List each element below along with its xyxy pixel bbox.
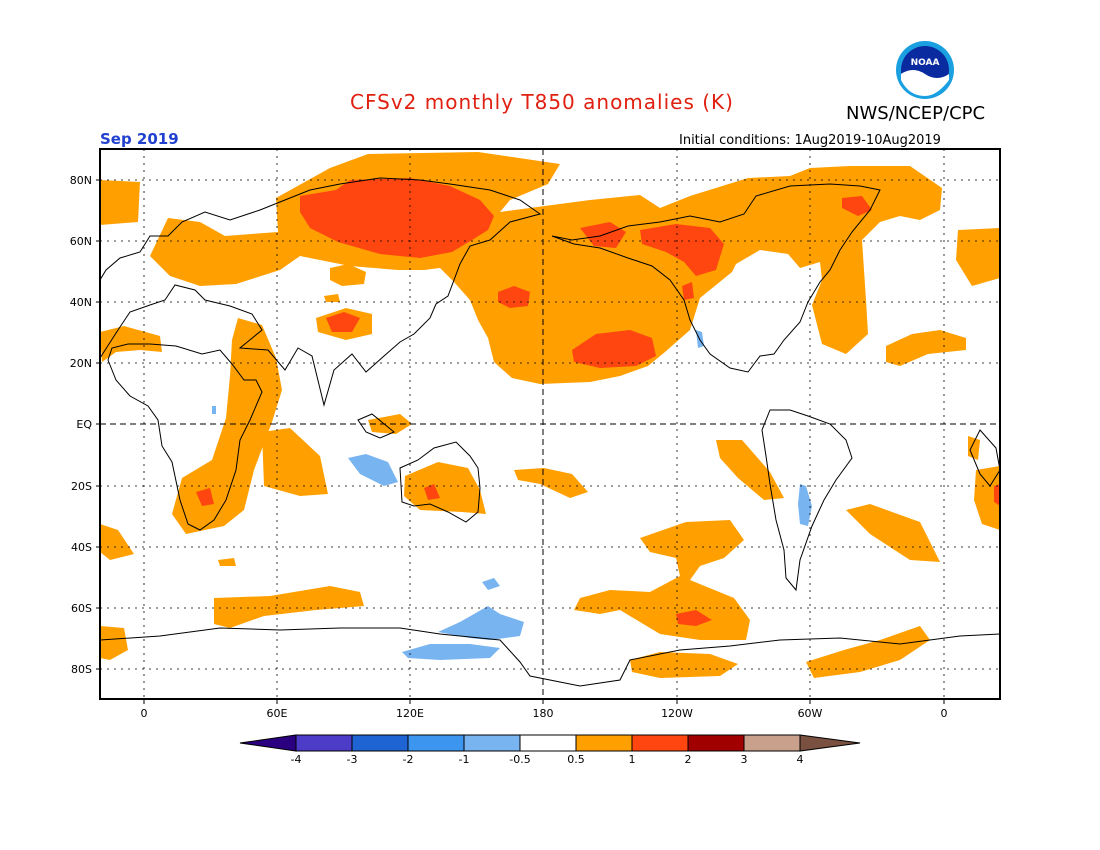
valid-month: Sep 2019 — [100, 130, 179, 148]
colorbar-swatch — [463, 734, 521, 752]
colorbar-labels: -4 -3 -2 -1 -0.5 0.5 1 2 3 4 — [291, 753, 804, 766]
lat-label: 60N — [70, 235, 92, 248]
colorbar-label: 4 — [797, 753, 804, 766]
colorbar-swatch — [295, 734, 353, 752]
colorbar-label: -0.5 — [509, 753, 530, 766]
lat-ticks — [96, 179, 100, 670]
colorbar-label: 0.5 — [567, 753, 585, 766]
lon-label: 120W — [661, 707, 693, 720]
lon-labels: 0 60E 120E 180 120W 60W 0 — [141, 707, 948, 720]
colorbar-label: -2 — [403, 753, 414, 766]
colorbar-swatch — [743, 734, 801, 752]
lon-label: 180 — [533, 707, 554, 720]
colorbar-swatch — [407, 734, 465, 752]
map-title: CFSv2 monthly T850 anomalies (K) — [350, 90, 734, 114]
lat-label: 80S — [71, 663, 92, 676]
lat-label: 60S — [71, 602, 92, 615]
lon-label: 0 — [941, 707, 948, 720]
lon-label: 0 — [141, 707, 148, 720]
colorbar — [239, 734, 861, 752]
lat-label: 20S — [71, 480, 92, 493]
colorbar-swatch — [519, 734, 577, 752]
lon-label: 60W — [798, 707, 823, 720]
strong-positive-anomaly-regions — [196, 178, 1000, 626]
colorbar-arrow-low — [239, 734, 297, 752]
lat-label: EQ — [76, 418, 92, 431]
colorbar-label: 2 — [685, 753, 692, 766]
lat-label: 40S — [71, 541, 92, 554]
noaa-logo-icon: NOAA — [896, 41, 954, 99]
positive-anomaly-regions — [100, 152, 1000, 678]
logo-text: NOAA — [911, 58, 940, 68]
colorbar-swatch — [687, 734, 745, 752]
lat-labels: 80N 60N 40N 20N EQ 20S 40S 60S 80S — [70, 174, 93, 676]
colorbar-swatch — [631, 734, 689, 752]
lat-label: 80N — [70, 174, 92, 187]
colorbar-label: 1 — [629, 753, 636, 766]
equator-dateline — [100, 149, 1000, 699]
colorbar-label: -1 — [459, 753, 470, 766]
colorbar-label: -3 — [347, 753, 358, 766]
colorbar-arrow-high — [799, 734, 861, 752]
lon-ticks — [143, 699, 945, 704]
initial-conditions: Initial conditions: 1Aug2019-10Aug2019 — [679, 133, 941, 148]
colorbar-swatch — [575, 734, 633, 752]
colorbar-swatch — [351, 734, 409, 752]
colorbar-label: -4 — [291, 753, 302, 766]
anomaly-field — [100, 149, 1000, 699]
colorbar-label: 3 — [741, 753, 748, 766]
lat-label: 20N — [70, 357, 92, 370]
org-label: NWS/NCEP/CPC — [846, 103, 986, 124]
lon-label: 120E — [396, 707, 424, 720]
lat-label: 40N — [70, 296, 92, 309]
lon-label: 60E — [267, 707, 288, 720]
